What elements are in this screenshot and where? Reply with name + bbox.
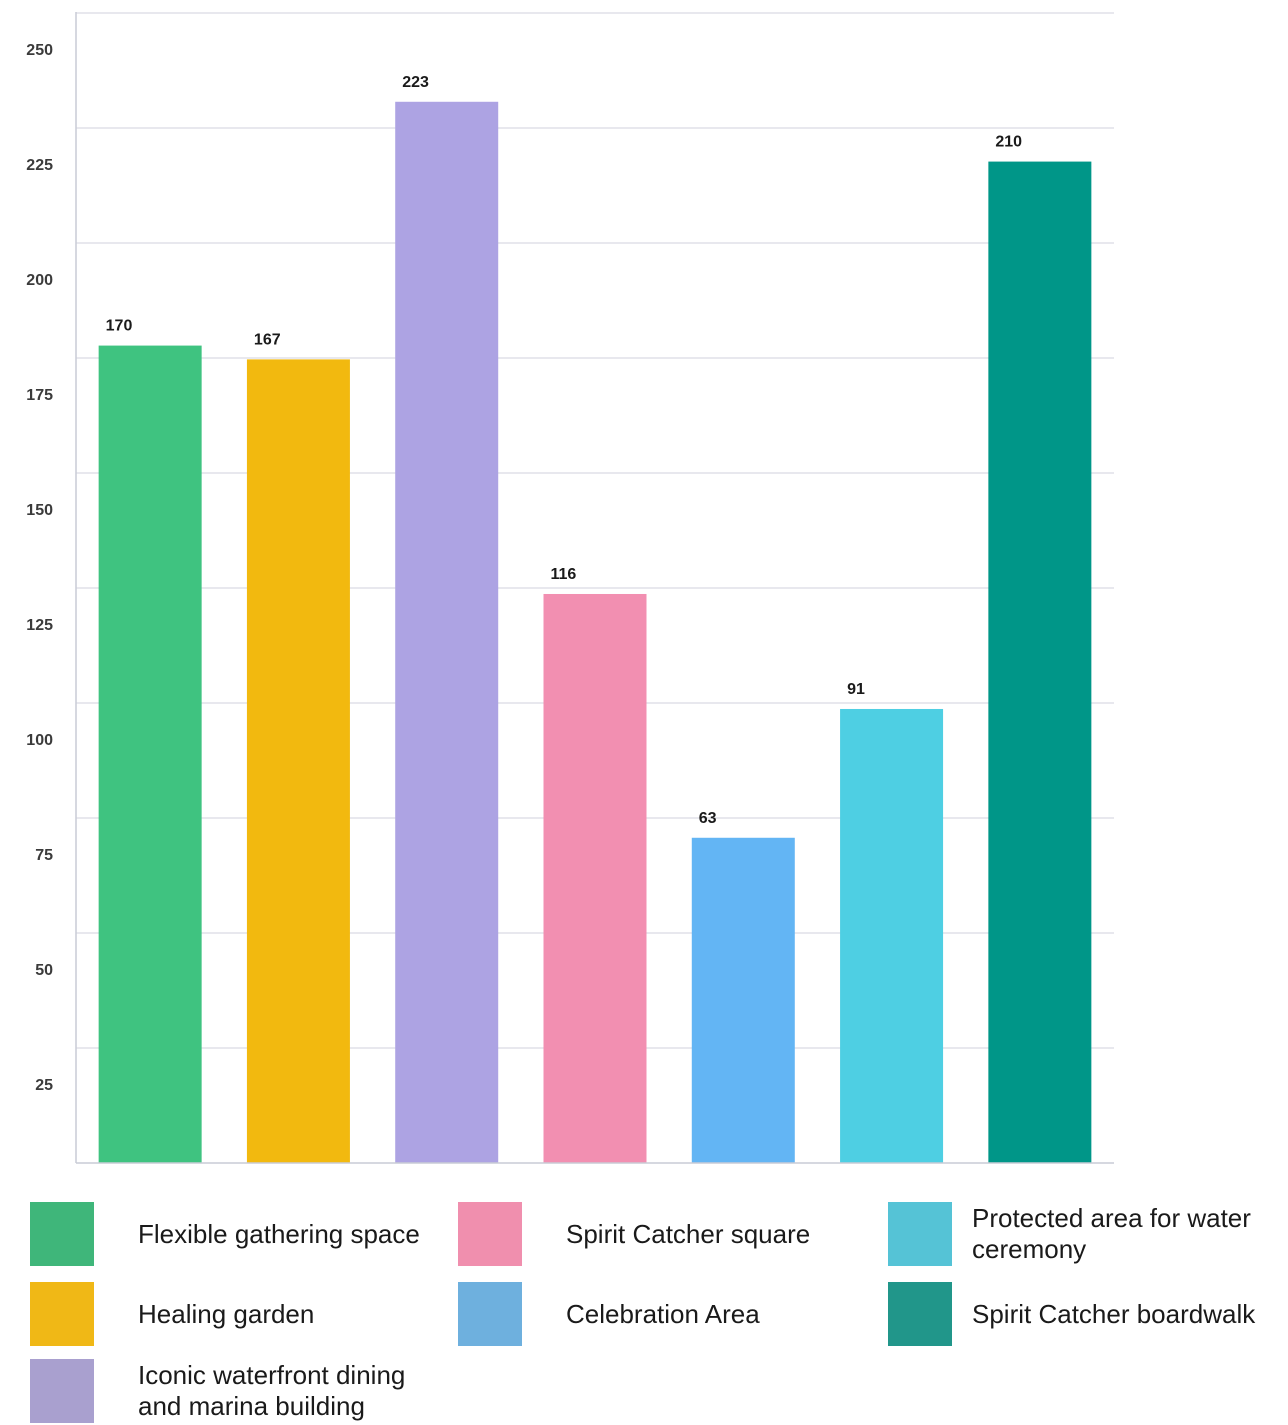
y-tick-label: 150 xyxy=(26,502,53,519)
legend-label: Flexible gathering space xyxy=(138,1218,420,1249)
legend-item-iconic-waterfront-dining: Iconic waterfront dining and marina buil… xyxy=(30,1359,440,1423)
legend-label: Celebration Area xyxy=(566,1298,760,1329)
y-tick-label: 125 xyxy=(26,617,53,634)
y-tick-label: 50 xyxy=(35,962,53,979)
legend-label: Spirit Catcher square xyxy=(566,1218,811,1249)
data-label: 170 xyxy=(106,318,133,335)
legend-item-spirit-catcher-square: Spirit Catcher square xyxy=(458,1202,868,1266)
legend-label: Spirit Catcher boardwalk xyxy=(972,1298,1256,1329)
bar-chart: 25 50 75 100 125 150 175 200 225 250 170 167 223 116… xyxy=(26,12,1114,1164)
legend-item-spirit-catcher-boardwalk: Spirit Catcher boardwalk xyxy=(888,1282,1288,1346)
y-tick-label: 25 xyxy=(35,1077,53,1094)
bar xyxy=(691,837,795,1163)
legend-item-flexible-gathering-space: Flexible gathering space xyxy=(30,1202,440,1266)
data-label: 223 xyxy=(402,74,429,91)
legend-item-protected-area-for-water-ceremony: Protected area for water ceremony xyxy=(888,1202,1288,1266)
data-label: 210 xyxy=(995,134,1022,151)
legend-swatch xyxy=(458,1202,522,1266)
legend-swatch xyxy=(888,1202,952,1266)
y-tick-label: 75 xyxy=(35,847,53,864)
y-tick-label: 200 xyxy=(26,272,53,289)
data-label: 167 xyxy=(254,331,281,348)
bars xyxy=(98,101,1092,1164)
legend-swatch xyxy=(30,1202,94,1266)
y-tick-label: 250 xyxy=(26,42,53,59)
data-label: 116 xyxy=(551,566,577,583)
legend-label: Iconic waterfront dining and marina buil… xyxy=(138,1360,406,1421)
legend-swatch xyxy=(30,1282,94,1346)
legend-swatch xyxy=(30,1359,94,1423)
bar xyxy=(395,101,499,1163)
legend-item-healing-garden: Healing garden xyxy=(30,1282,440,1346)
bar xyxy=(840,708,944,1163)
legend: Flexible gathering space Spirit Catcher … xyxy=(0,1195,1288,1425)
data-labels: 170 167 223 116 63 91 210 xyxy=(106,74,1023,827)
bar xyxy=(988,161,1092,1163)
legend-swatch xyxy=(458,1282,522,1346)
data-label: 63 xyxy=(699,810,717,827)
legend-label: Protected area for water ceremony xyxy=(972,1203,1251,1264)
bar xyxy=(543,593,647,1163)
legend-swatch xyxy=(888,1282,952,1346)
data-label: 91 xyxy=(847,681,865,698)
bar xyxy=(98,345,202,1164)
y-tick-label: 175 xyxy=(26,387,53,404)
y-tick-label: 225 xyxy=(26,157,53,174)
bar xyxy=(246,359,350,1163)
y-tick-label: 100 xyxy=(26,732,53,749)
y-tick-labels: 25 50 75 100 125 150 175 200 225 250 xyxy=(26,42,53,1094)
legend-item-celebration-area: Celebration Area xyxy=(458,1282,868,1346)
legend-label: Healing garden xyxy=(138,1298,315,1329)
